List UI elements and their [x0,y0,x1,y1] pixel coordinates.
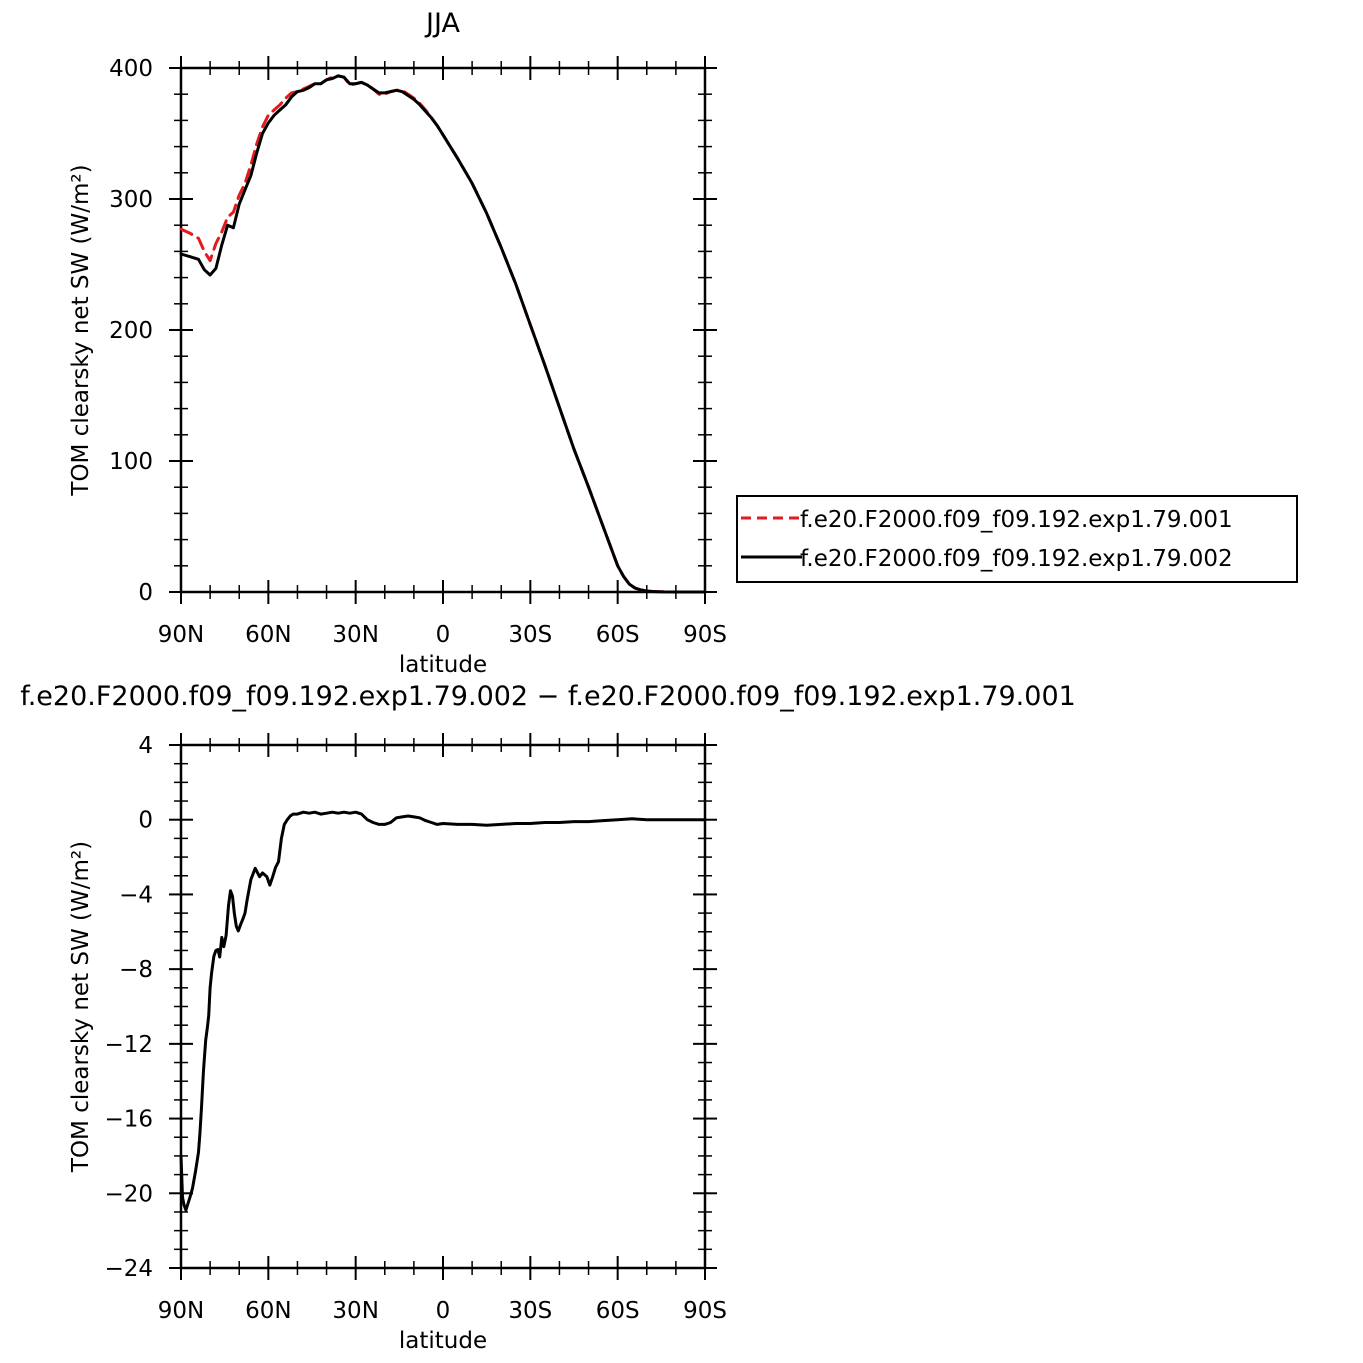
x-tick-label: 0 [436,622,451,648]
chart-title: JJA [424,8,460,39]
legend-entry-1: f.e20.F2000.f09_f09.192.exp1.79.001 [800,507,1233,533]
top-panel: JJA 90N 60N 30N 0 30S 60S 90S 0 100 200 300 400 latit… [68,8,727,678]
legend-box [736,495,1298,583]
y-axis-label: TOM clearsky net SW (W/m²) [68,164,94,496]
y-axis-label: TOM clearsky net SW (W/m²) [68,841,94,1173]
x-axis-label: latitude [399,1328,487,1354]
bottom-panel: f.e20.F2000.f09_f09.192.exp1.79.002 − f.… [20,681,1076,1354]
y-tick-label: −4 [119,882,153,908]
y-tick-label: 400 [109,56,153,82]
y-tick-label: −24 [104,1256,153,1282]
x-tick-label: 30S [508,1298,552,1324]
legend: f.e20.F2000.f09_f09.192.exp1.79.001 f.e20… [736,495,1298,583]
x-tick-label: 30S [508,622,552,648]
y-tick-label: 200 [109,318,153,344]
x-tick-label: 60N [245,1298,291,1324]
x-tick-label: 60N [245,622,291,648]
legend-entry-2: f.e20.F2000.f09_f09.192.exp1.79.002 [800,546,1233,572]
y-tick-label: −16 [104,1107,153,1133]
x-tick-label: 30N [332,622,378,648]
x-tick-label: 90S [683,1298,727,1324]
y-tick-label: −8 [119,957,153,983]
series-line-2 [179,74,707,594]
x-tick-label: 0 [436,1298,451,1324]
y-tick-label: −12 [104,1032,153,1058]
series-line-1 [179,810,707,1212]
y-tick-label: 0 [138,808,153,834]
y-tick-label: 300 [109,187,153,213]
y-tick-label: 4 [138,733,153,759]
x-tick-label: 90S [683,622,727,648]
x-tick-label: 90N [158,1298,204,1324]
x-tick-label: 60S [596,622,640,648]
chart-title: f.e20.F2000.f09_f09.192.exp1.79.002 − f.… [20,681,1076,712]
y-tick-label: 0 [138,580,153,606]
y-tick-label: 100 [109,449,153,475]
x-tick-label: 60S [596,1298,640,1324]
y-tick-label: −20 [104,1181,153,1207]
series-line-1 [179,74,707,594]
x-tick-label: 30N [332,1298,378,1324]
x-tick-label: 90N [158,622,204,648]
x-axis-label: latitude [399,652,487,678]
